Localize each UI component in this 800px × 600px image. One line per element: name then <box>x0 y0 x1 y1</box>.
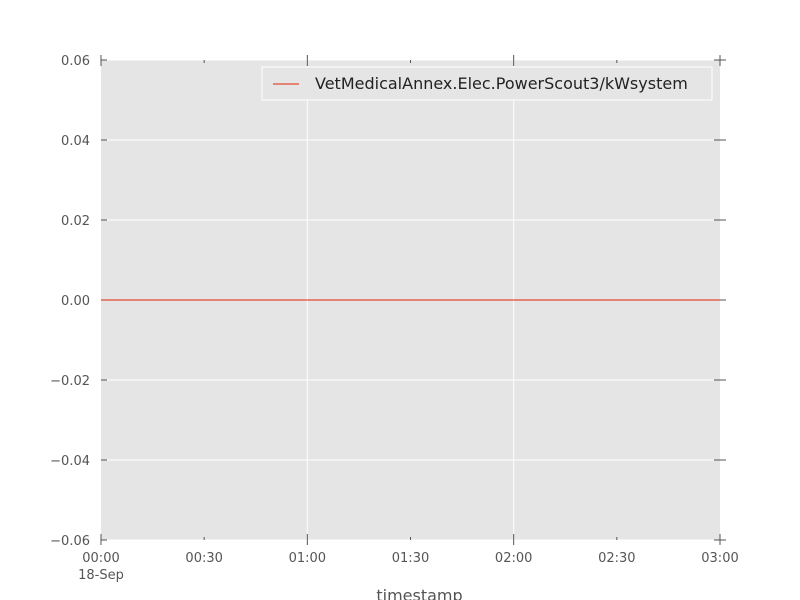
legend-label: VetMedicalAnnex.Elec.PowerScout3/kWsyste… <box>315 74 688 93</box>
x-tick-label: 01:30 <box>392 551 429 566</box>
x-axis-label: timestamp <box>376 586 462 600</box>
y-tick-label: −0.02 <box>50 374 90 389</box>
x-tick-label: 03:00 <box>701 551 738 566</box>
x-date-label: 18-Sep <box>78 568 124 583</box>
x-tick-label: 02:00 <box>495 551 532 566</box>
y-tick-label: 0.04 <box>61 134 90 149</box>
x-tick-label: 00:00 <box>82 551 119 566</box>
axis-ticks <box>100 55 726 545</box>
y-tick-label: −0.06 <box>50 534 90 549</box>
y-tick-label: 0.02 <box>61 214 90 229</box>
x-tick-label: 02:30 <box>598 551 635 566</box>
x-tick-label: 00:30 <box>185 551 222 566</box>
y-tick-labels: 0.06 0.04 0.02 0.00 −0.02 −0.04 −0.06 <box>50 54 90 549</box>
y-tick-label: 0.00 <box>61 294 90 309</box>
legend-box <box>261 66 713 101</box>
x-tick-labels: 00:00 00:30 01:00 01:30 02:00 02:30 03:00 <box>82 551 738 566</box>
y-tick-label: 0.06 <box>61 54 90 69</box>
y-tick-label: −0.04 <box>50 454 90 469</box>
legend: VetMedicalAnnex.Elec.PowerScout3/kWsyste… <box>261 66 713 101</box>
x-tick-label: 01:00 <box>289 551 326 566</box>
